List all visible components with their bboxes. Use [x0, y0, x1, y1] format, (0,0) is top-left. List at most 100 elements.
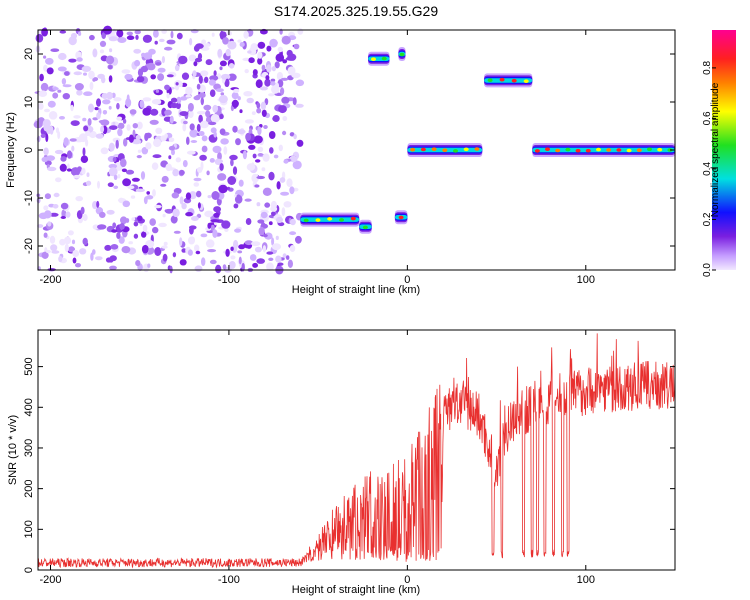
spectrogram-peak-cell	[453, 149, 458, 153]
spectrogram-noise-cell	[178, 81, 183, 88]
spectrogram-noise-cell	[257, 51, 263, 59]
spectrogram-noise-cell	[151, 98, 162, 105]
spectrogram-noise-cell	[133, 221, 139, 227]
spectrogram-noise-cell	[289, 245, 296, 252]
spectrogram-noise-cell	[44, 108, 50, 113]
spectrogram-noise-cell	[198, 114, 203, 124]
spectrogram-noise-cell	[157, 73, 165, 81]
spectrogram-noise-cell	[252, 69, 258, 76]
spectrogram-noise-cell	[86, 180, 92, 186]
spectrogram-noise-cell	[82, 213, 88, 222]
spectrogram-noise-cell	[293, 133, 297, 140]
spectrogram-noise-cell	[205, 59, 213, 66]
spectrogram-noise-cell	[228, 63, 235, 69]
spectrogram-noise-cell	[201, 257, 206, 266]
spectrogram-noise-cell	[62, 84, 72, 88]
spectrogram-noise-cell	[41, 27, 48, 37]
spectrogram-noise-cell	[225, 248, 230, 257]
spectrogram-noise-cell	[90, 252, 94, 261]
spectrogram-noise-cell	[237, 96, 241, 101]
y-tick-label: 300	[23, 439, 35, 457]
spectrogram-noise-cell	[52, 204, 59, 209]
spectrogram-peak-cell	[315, 218, 321, 222]
spectrogram-noise-cell	[59, 163, 67, 172]
spectrogram-noise-cell	[224, 227, 229, 232]
spectrogram-noise-cell	[187, 249, 193, 256]
spectrogram-noise-cell	[289, 186, 295, 195]
spectrogram-noise-cell	[161, 175, 169, 183]
spectrogram-noise-cell	[70, 104, 74, 112]
spectrogram-peak-cell	[442, 148, 448, 152]
spectrogram-noise-cell	[194, 244, 200, 252]
spectrogram-noise-cell	[225, 78, 230, 88]
spectrogram-noise-cell	[268, 171, 275, 181]
spectrogram-noise-cell	[179, 169, 185, 176]
spectrogram-noise-cell	[244, 69, 249, 74]
spectrogram-noise-cell	[70, 120, 80, 126]
spectrogram-noise-cell	[60, 156, 67, 162]
spectrogram-noise-cell	[154, 247, 162, 256]
spectrogram-noise-cell	[220, 92, 225, 96]
spectrogram-noise-cell	[209, 89, 216, 97]
spectrogram-noise-cell	[217, 152, 222, 161]
spectrogram-noise-cell	[292, 97, 297, 106]
x-tick-label: 100	[577, 274, 595, 286]
x-tick-label: 100	[577, 574, 595, 586]
spectrogram-noise-cell	[49, 235, 56, 244]
colorbar-tick-label: 0.8	[702, 61, 713, 75]
spectrogram-noise-cell	[109, 125, 118, 130]
spectrogram-noise-cell	[193, 177, 202, 182]
spectrogram-noise-cell	[108, 75, 113, 83]
spectrogram-noise-cell	[197, 167, 203, 173]
spectrogram-noise-cell	[168, 145, 176, 151]
spectrogram-noise-cell	[201, 145, 208, 153]
spectrogram-noise-cell	[238, 179, 244, 187]
spectrogram-noise-cell	[123, 138, 128, 147]
spectrogram-noise-cell	[258, 226, 265, 236]
spectrogram-noise-cell	[257, 57, 263, 65]
spectrogram-noise-cell	[112, 222, 117, 229]
spectrogram-noise-cell	[36, 135, 41, 143]
spectrogram-noise-cell	[104, 244, 112, 251]
spectrogram-noise-cell	[162, 253, 168, 262]
spectrogram-noise-cell	[70, 167, 81, 177]
spectrogram-noise-cell	[243, 30, 249, 39]
spectrogram-noise-cell	[278, 144, 283, 152]
spectrogram-noise-cell	[76, 89, 83, 96]
spectrogram-noise-cell	[92, 117, 99, 121]
spectrogram-noise-cell	[188, 236, 195, 245]
spectrogram-noise-cell	[212, 104, 218, 113]
spectrogram-noise-cell	[72, 257, 77, 264]
spectrogram-noise-cell	[66, 168, 72, 172]
spectrogram-noise-cell	[189, 129, 198, 138]
spectrogram-noise-cell	[45, 133, 49, 143]
spectrogram-noise-cell	[68, 58, 77, 63]
spectrogram-noise-cell	[210, 224, 215, 232]
spectrogram-noise-cell	[150, 108, 159, 116]
spectrogram-noise-cell	[100, 147, 109, 155]
spectrogram-noise-cell	[48, 111, 58, 120]
spectrogram-noise-cell	[131, 217, 136, 221]
spectrogram-noise-cell	[38, 90, 48, 97]
spectrogram-noise-cell	[73, 71, 83, 76]
spectrogram-noise-cell	[47, 166, 57, 172]
spectrogram-noise-cell	[293, 43, 300, 50]
spectrogram-noise-cell	[140, 65, 149, 73]
spectrogram-peak-cell	[499, 77, 505, 82]
spectrogram-noise-cell	[65, 211, 71, 218]
spectrogram-noise-cell	[231, 92, 239, 100]
spectrogram-noise-cell	[242, 150, 247, 160]
spectrogram-noise-cell	[179, 259, 187, 266]
spectrogram-noise-cell	[117, 174, 121, 179]
spectrogram-noise-cell	[141, 52, 146, 58]
spectrogram-noise-cell	[47, 100, 56, 108]
spectrogram-noise-cell	[120, 158, 127, 168]
spectrogram-noise-cell	[238, 244, 246, 250]
spectrogram-noise-cell	[175, 82, 179, 86]
spectrogram-noise-cell	[189, 38, 193, 46]
spectrogram-signal-band	[484, 78, 533, 83]
spectrogram-noise-cell	[116, 116, 123, 121]
spectrogram-noise-cell	[215, 88, 224, 92]
spectrogram-noise-cell	[185, 192, 192, 200]
